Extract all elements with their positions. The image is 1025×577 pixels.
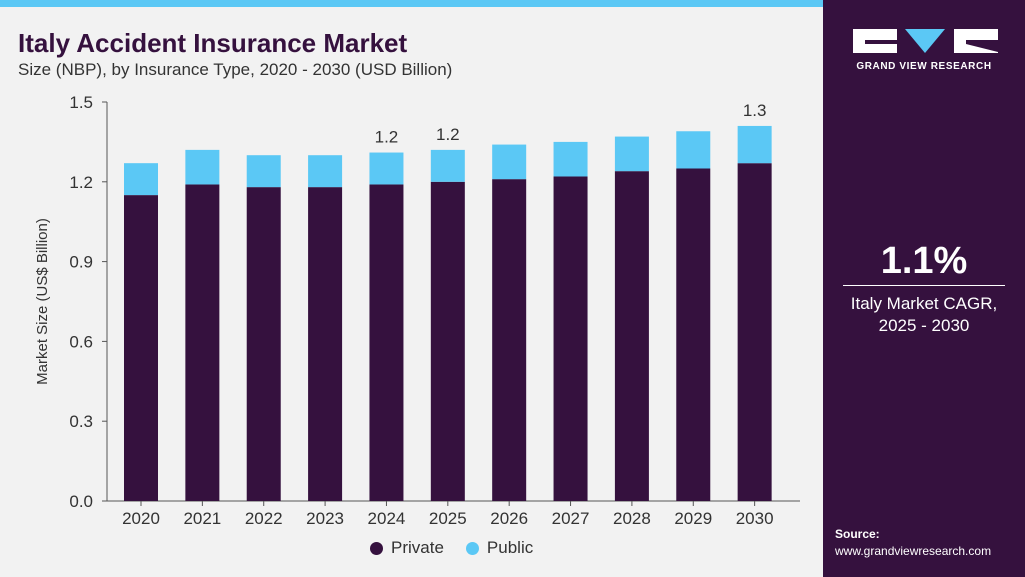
- y-tick-label: 1.5: [69, 93, 93, 112]
- legend-item-public: Public: [465, 538, 534, 558]
- x-tick-label: 2030: [736, 509, 774, 525]
- cagr-label-line-2: 2025 - 2030: [878, 316, 970, 335]
- bar-private-2026: [492, 179, 527, 501]
- logo-wordmark: GRAND VIEW RESEARCH: [856, 61, 992, 72]
- bar-private-2020: [124, 195, 158, 501]
- bar-public-2027: [553, 141, 588, 177]
- x-tick-label: 2024: [368, 509, 406, 525]
- sidebar-panel: GRAND VIEW RESEARCH 1.1% Italy Market CA…: [823, 0, 1025, 577]
- legend-item-private: Private: [370, 538, 444, 558]
- x-tick-label: 2027: [552, 509, 590, 525]
- bar-chart: 0.0 0.3 0.6 0.9 1.2 1.5 Market Size (US$ Billi…: [34, 93, 800, 525]
- x-tick-label: 2026: [490, 509, 528, 525]
- legend-swatch-private: [370, 541, 383, 555]
- bar-private-2025: [430, 181, 465, 502]
- y-tick-label: 0.3: [69, 412, 93, 431]
- legend-swatch-public: [465, 541, 479, 555]
- y-tick-label: 1.2: [69, 173, 93, 192]
- source-url[interactable]: www.grandviewresearch.com: [835, 544, 992, 558]
- bar-public-2028: [614, 136, 649, 172]
- bar-private-2021: [185, 184, 220, 501]
- bar-public-2022: [246, 155, 281, 188]
- x-tick-label: 2028: [613, 509, 651, 525]
- legend-label-public: Public: [486, 538, 534, 557]
- chart-subtitle: Size (NBP), by Insurance Type, 2020 - 20…: [18, 60, 453, 79]
- bar-public-2020: [124, 163, 158, 196]
- bar-private-2030: [737, 163, 772, 501]
- bar-public-2030: [737, 125, 772, 164]
- grand-view-research-logo-icon: [853, 29, 998, 53]
- legend-label-private: Private: [391, 538, 444, 557]
- chart-title: Italy Accident Insurance Market: [18, 28, 408, 58]
- top-accent-bar: [0, 0, 823, 7]
- bar-private-2022: [246, 187, 281, 501]
- y-tick-label: 0.6: [69, 332, 93, 351]
- bar-private-2027: [553, 176, 588, 501]
- data-label-2024: 1.2: [375, 128, 399, 147]
- x-tick-label: 2029: [674, 509, 712, 525]
- bar-private-2023: [308, 187, 343, 501]
- data-label-2025: 1.2: [436, 125, 460, 144]
- bar-public-2021: [185, 149, 220, 185]
- x-tick-label: 2025: [429, 509, 467, 525]
- chart-legend: Private Public: [370, 538, 555, 558]
- x-tick-label: 2020: [122, 509, 160, 525]
- cagr-label-line-1: Italy Market CAGR,: [850, 294, 998, 313]
- bar-public-2029: [676, 131, 711, 169]
- x-tick-label: 2023: [306, 509, 344, 525]
- cagr-value: 1.1%: [880, 240, 968, 282]
- bar-public-2023: [308, 155, 343, 188]
- source-label: Source:: [835, 527, 880, 541]
- bar-private-2024: [369, 184, 404, 501]
- x-tick-label: 2021: [183, 509, 221, 525]
- bar-private-2028: [614, 171, 649, 501]
- bar-public-2024: [369, 152, 404, 185]
- x-tick-label: 2022: [245, 509, 283, 525]
- y-tick-label: 0.0: [69, 492, 93, 511]
- cagr-divider: [843, 285, 1005, 286]
- bar-private-2029: [676, 168, 711, 501]
- data-label-2030: 1.3: [743, 101, 767, 120]
- bar-public-2026: [492, 144, 527, 180]
- y-axis-label: Market Size (US$ Billion): [34, 218, 51, 385]
- bar-public-2025: [430, 149, 465, 182]
- cagr-label: Italy Market CAGR, 2025 - 2030: [823, 293, 1025, 337]
- y-tick-label: 0.9: [69, 253, 93, 272]
